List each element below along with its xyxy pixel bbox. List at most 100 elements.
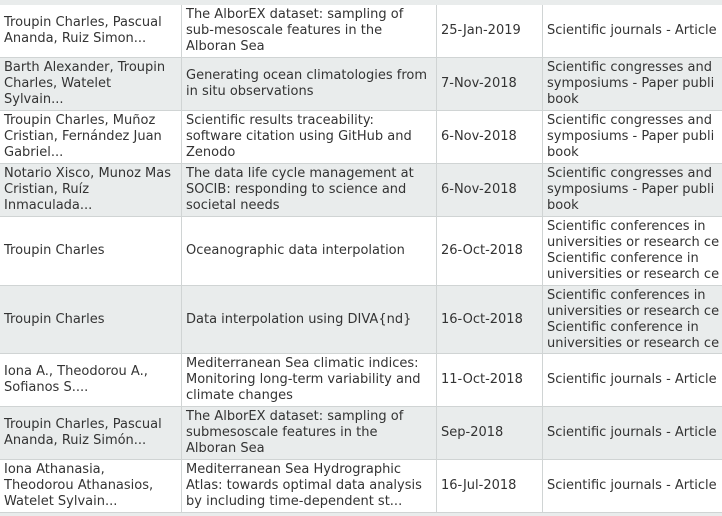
cell-text: Scientific conferences in — [547, 219, 706, 234]
cell-text: software citation using GitHub and — [186, 129, 412, 144]
cell-text: universities or research ce — [547, 335, 720, 351]
authors-cell: Iona A., Theodorou A., Sofianos S.... — [0, 354, 182, 407]
title-cell: The data life cycle management at SOCIB: … — [182, 164, 437, 217]
cell-text: Scientific conference in — [547, 319, 699, 335]
cell-text: Scientific congresses and — [547, 60, 712, 75]
cell-text: Scientific journals - Article — [547, 425, 717, 440]
cell-text: 7-Nov-2018 — [441, 76, 517, 91]
cell-text: Mediterranean Sea climatic indices: — [186, 356, 419, 371]
table-row[interactable]: Iona A., Theodorou A., Sofianos S.... Medi… — [0, 354, 722, 407]
authors-cell: Troupin Charles, Pascual Ananda, Ruiz Sim… — [0, 5, 182, 58]
cell-text: Troupin Charles — [4, 311, 105, 327]
title-cell: The AlborEX dataset: sampling of submesos… — [182, 407, 437, 460]
title-cell: Mediterranean Sea Hydrographic Atlas: tow… — [182, 460, 437, 513]
cell-text: Gabriel... — [4, 145, 64, 160]
title-cell: Data interpolation using DIVA{nd} — [182, 286, 437, 354]
title-cell: Scientific results traceability: software… — [182, 111, 437, 164]
title-cell: The AlborEX dataset: sampling of sub-meso… — [182, 5, 437, 58]
table-row[interactable]: Troupin Charles, Pascual Ananda, Ruiz Sim… — [0, 407, 722, 460]
title-cell: Generating ocean climatologies from in si… — [182, 58, 437, 111]
authors-cell: Troupin Charles — [0, 286, 182, 354]
cell-text: Sofianos S.... — [4, 380, 89, 395]
cell-text: sub-mesoscale features in the — [186, 23, 383, 38]
cell-text: 11-Oct-2018 — [441, 372, 523, 387]
table-row[interactable]: Iona Athanasia, Theodorou Athanasios, Wate… — [0, 460, 722, 513]
date-cell: Sep-2018 — [437, 407, 543, 460]
authors-cell: Troupin Charles, Pascual Ananda, Ruiz Sim… — [0, 407, 182, 460]
cell-text: Scientific conferences in — [547, 287, 706, 303]
cell-text: 26-Oct-2018 — [441, 243, 523, 258]
authors-cell: Notario Xisco, Munoz Mas Cristian, Ruíz In… — [0, 164, 182, 217]
cell-text: Troupin Charles, Pascual — [4, 417, 162, 432]
authors-cell: Troupin Charles — [0, 217, 182, 286]
cell-text: in situ observations — [186, 84, 314, 99]
cell-text: symposiums - Paper publi — [547, 129, 715, 144]
date-cell: 11-Oct-2018 — [437, 354, 543, 407]
date-cell: 16-Jul-2018 — [437, 460, 543, 513]
cell-text: Mediterranean Sea Hydrographic — [186, 462, 402, 477]
cell-text: Scientific congresses and — [547, 113, 712, 128]
type-cell: Scientific journals - Article — [543, 460, 722, 513]
cell-text: book — [547, 92, 579, 107]
date-cell: 16-Oct-2018 — [437, 286, 543, 354]
cell-text: symposiums - Paper publi — [547, 76, 715, 91]
table-row[interactable]: Troupin Charles, Muñoz Cristian, Fernánde… — [0, 111, 722, 164]
cell-text: universities or research ce — [547, 235, 720, 250]
cell-text: Monitoring long-term variability and — [186, 372, 421, 387]
cell-text: 6-Nov-2018 — [441, 182, 517, 197]
cell-text: SOCIB: responding to science and — [186, 182, 407, 197]
type-cell: Scientific congresses and symposiums - Pa… — [543, 164, 722, 217]
cell-text: Ananda, Ruiz Simón... — [4, 433, 147, 448]
cell-text: Alboran Sea — [186, 39, 265, 54]
type-cell: Scientific journals - Article — [543, 5, 722, 58]
authors-cell: Barth Alexander, Troupin Charles, Watelet… — [0, 58, 182, 111]
cell-text: climate changes — [186, 388, 293, 403]
cell-text: Cristian, Fernández Juan — [4, 129, 162, 144]
cell-text: submesoscale features in the — [186, 425, 378, 440]
type-cell: Scientific journals - Article — [543, 354, 722, 407]
cell-text: Iona A., Theodorou A., — [4, 364, 148, 379]
table-row[interactable]: Troupin Charles Oceanographic data interp… — [0, 217, 722, 286]
table-row[interactable]: Barth Alexander, Troupin Charles, Watelet… — [0, 58, 722, 111]
cell-text: Scientific journals - Article — [547, 478, 717, 493]
cell-text: societal needs — [186, 198, 280, 213]
cell-text: Ananda, Ruiz Simon... — [4, 31, 147, 46]
title-cell: Mediterranean Sea climatic indices: Monit… — [182, 354, 437, 407]
cell-text: Oceanographic data interpolation — [186, 243, 405, 258]
type-cell: Scientific congresses and symposiums - Pa… — [543, 111, 722, 164]
cell-text: Inmaculada... — [4, 198, 93, 213]
cell-text: Scientific journals - Article — [547, 23, 717, 38]
cell-text: 16-Jul-2018 — [441, 478, 517, 493]
cell-text: Troupin Charles, Muñoz — [4, 113, 156, 128]
cell-text: universities or research ce — [547, 267, 720, 282]
table-row[interactable]: Troupin Charles, Pascual Ananda, Ruiz Sim… — [0, 5, 722, 58]
cell-text: Scientific journals - Article — [547, 372, 717, 387]
cell-text: Alboran Sea — [186, 441, 265, 456]
cell-text: Scientific results traceability: — [186, 113, 374, 128]
date-cell: 26-Oct-2018 — [437, 217, 543, 286]
cell-text: book — [547, 145, 579, 160]
cell-text: The AlborEX dataset: sampling of — [186, 7, 404, 22]
authors-cell: Iona Athanasia, Theodorou Athanasios, Wate… — [0, 460, 182, 513]
cell-text: Sep-2018 — [441, 425, 504, 440]
cell-text: 6-Nov-2018 — [441, 129, 517, 144]
date-cell: 25-Jan-2019 — [437, 5, 543, 58]
type-cell: Scientific conferences in universities or… — [543, 217, 722, 286]
cell-text: book — [547, 198, 579, 213]
cell-text: Generating ocean climatologies from — [186, 68, 428, 83]
cell-text: Scientific congresses and — [547, 166, 712, 181]
cell-text: Sylvain... — [4, 92, 64, 107]
date-cell: 6-Nov-2018 — [437, 164, 543, 217]
table-row[interactable]: Troupin Charles Data interpolation using … — [0, 286, 722, 354]
cell-text: Barth Alexander, Troupin — [4, 60, 166, 75]
title-cell: Oceanographic data interpolation — [182, 217, 437, 286]
cell-text: 25-Jan-2019 — [441, 23, 521, 38]
type-cell: Scientific congresses and symposiums - Pa… — [543, 58, 722, 111]
cell-text: Cristian, Ruíz — [4, 182, 90, 197]
cell-text: The data life cycle management at — [186, 166, 414, 181]
cell-text: Scientific conference in — [547, 251, 699, 266]
cell-text: symposiums - Paper publi — [547, 182, 715, 197]
cell-text: Theodorou Athanasios, — [4, 478, 154, 493]
table-row[interactable]: Notario Xisco, Munoz Mas Cristian, Ruíz In… — [0, 164, 722, 217]
